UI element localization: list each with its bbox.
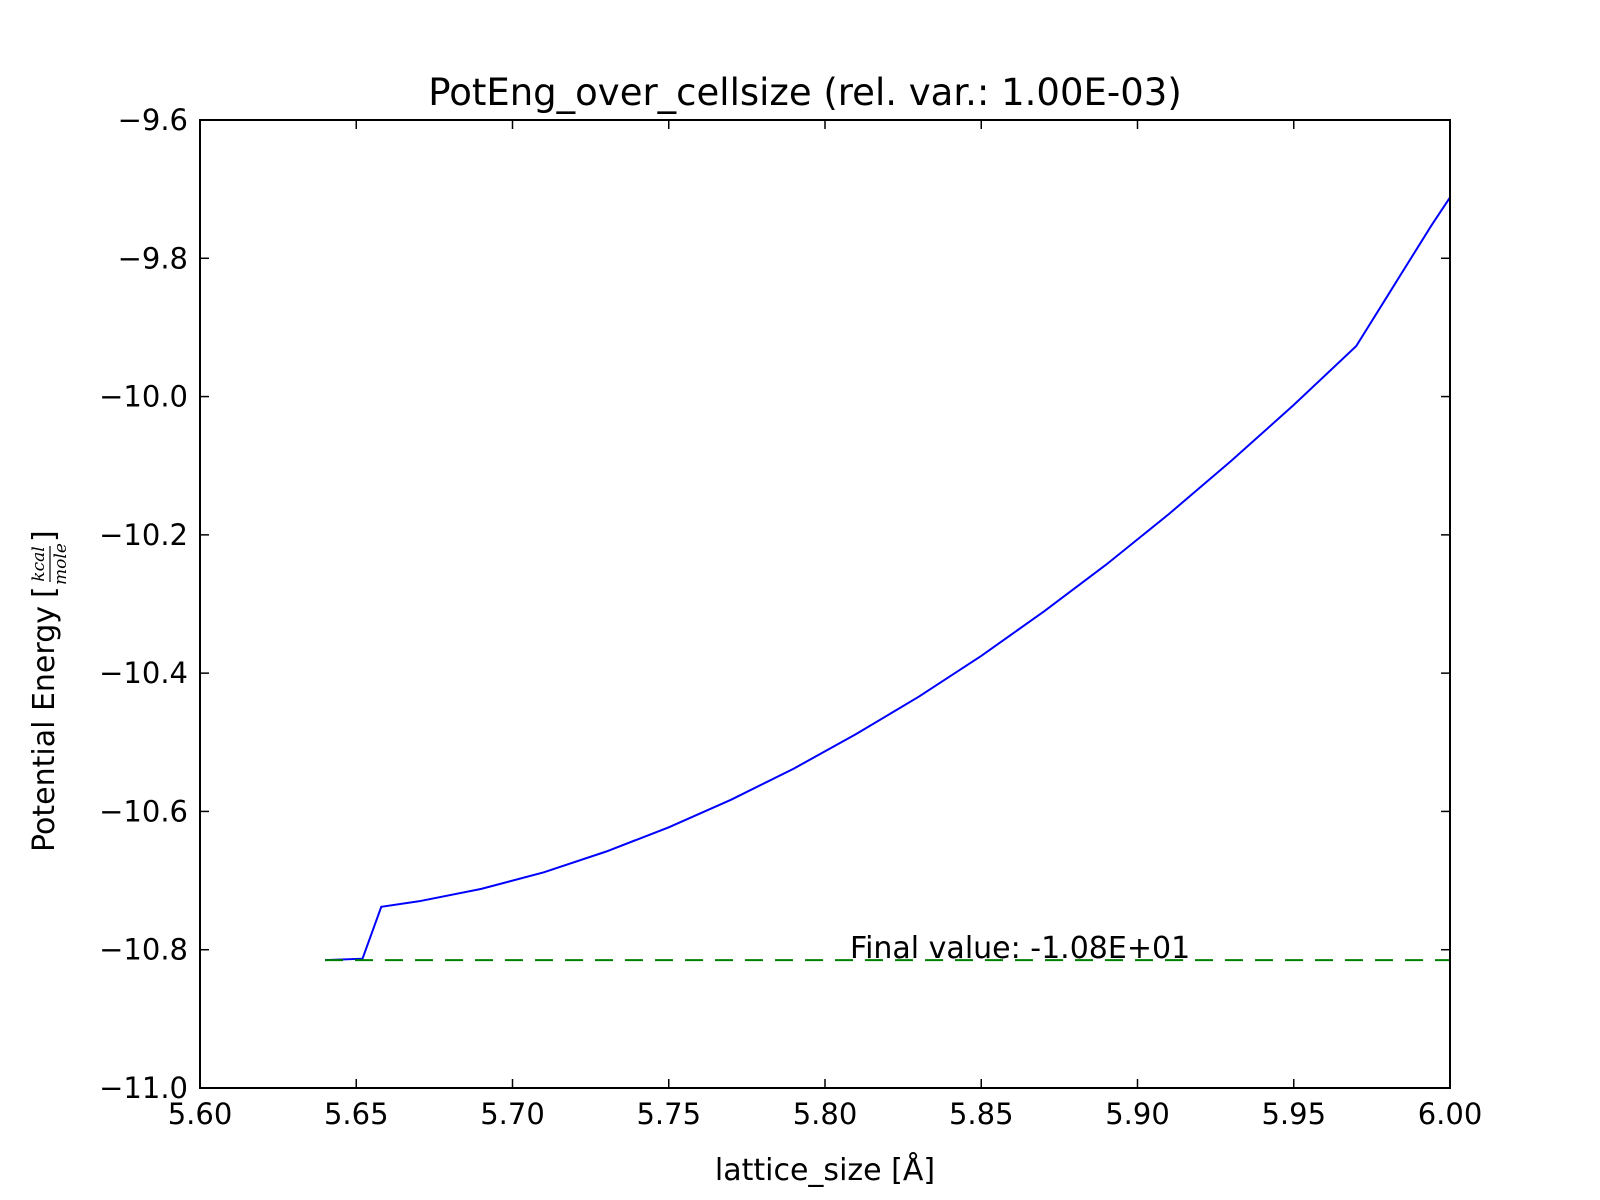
tick-labels: 5.60 5.65 5.70 5.75 5.80 5.85 5.90 5.95 6.00 −9.6…: [99, 103, 1482, 1131]
y-axis-unit-numerator: kcal: [29, 546, 49, 581]
x-tick-label: 5.85: [949, 1097, 1014, 1131]
chart-title: PotEng_over_cellsize (rel. var.: 1.00E-0…: [428, 71, 1182, 114]
y-tick-label: −11.0: [99, 1071, 188, 1105]
y-axis-label-open-bracket: [: [27, 586, 62, 598]
y-tick-label: −10.6: [99, 794, 188, 828]
x-tick-label: 5.70: [480, 1097, 545, 1131]
x-tick-label: 5.95: [1261, 1097, 1326, 1131]
potential-energy-line: [324, 196, 1451, 962]
series-layer: [324, 196, 1451, 962]
y-axis-label: Potential Energy [ kcal mole ]: [27, 530, 71, 852]
y-tick-label: −10.0: [99, 380, 188, 414]
x-tick-label: 5.65: [324, 1097, 389, 1131]
x-tick-label: 5.90: [1105, 1097, 1170, 1131]
x-tick-label: 5.60: [168, 1097, 233, 1131]
x-axis-label: lattice_size [Å]: [715, 1152, 935, 1188]
y-axis-label-close-bracket: ]: [27, 530, 62, 542]
y-tick-label: −10.8: [99, 933, 188, 967]
x-tick-label: 5.75: [636, 1097, 701, 1131]
plot-frame: [199, 119, 1451, 1089]
plot-area: Final value: -1.08E+01: [199, 119, 1451, 1089]
y-tick-label: −9.8: [118, 241, 188, 275]
plot-background: [200, 120, 1450, 1088]
x-tick-label: 5.80: [793, 1097, 858, 1131]
final-value-annotation: Final value: -1.08E+01: [850, 931, 1190, 966]
y-tick-label: −10.4: [99, 656, 188, 690]
y-tick-label: −10.2: [99, 518, 188, 552]
x-tick-label: 6.00: [1418, 1097, 1483, 1131]
y-axis-unit-denominator: mole: [51, 543, 71, 585]
y-tick-label: −9.6: [118, 103, 188, 137]
y-axis-label-text: Potential Energy: [27, 606, 62, 852]
